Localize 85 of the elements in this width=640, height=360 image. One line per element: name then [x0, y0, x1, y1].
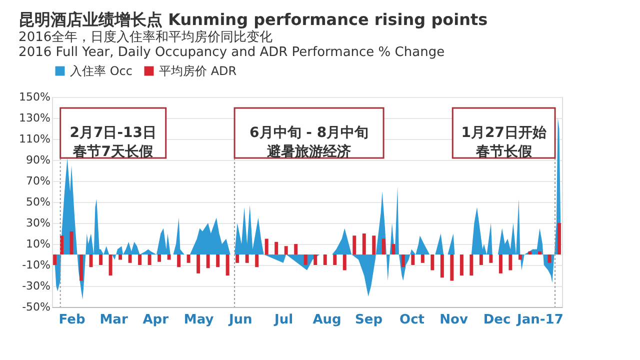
- bar: [70, 231, 74, 254]
- x-tick-label: Oct: [400, 312, 424, 328]
- bar: [420, 254, 424, 263]
- bar: [460, 254, 464, 276]
- text: 1月27日开始: [461, 125, 546, 141]
- y-tick-label: 150%: [19, 90, 50, 104]
- bar: [333, 254, 337, 265]
- bar: [518, 254, 522, 260]
- bar: [53, 254, 57, 265]
- bar: [528, 251, 532, 254]
- bar: [177, 254, 181, 268]
- bar: [450, 254, 454, 281]
- bar: [196, 254, 200, 274]
- bar: [352, 236, 356, 254]
- text: 2月7日-13日: [70, 125, 156, 141]
- legend-label: 入住率 Occ: [70, 64, 132, 78]
- text: 6月中旬 - 8月中旬: [250, 125, 369, 141]
- bar: [236, 254, 240, 263]
- bar: [557, 223, 561, 254]
- bar: [158, 254, 162, 262]
- y-tick-label: 30%: [26, 216, 50, 230]
- bar: [294, 244, 298, 254]
- bar: [274, 242, 278, 254]
- y-tick-label: -10%: [22, 258, 50, 272]
- bar: [382, 238, 386, 254]
- bar: [186, 254, 190, 263]
- bar: [411, 254, 415, 265]
- chart-subtitle: 2016全年，日度入住率和平均房价同比变化 2016 Full Year, Daily Occupancy and ADR Performance % Change: [18, 29, 445, 60]
- bar: [470, 254, 474, 276]
- x-tick-label: Jan-17: [516, 312, 564, 328]
- bar: [206, 254, 210, 268]
- bar: [80, 254, 84, 281]
- y-tick-label: 50%: [26, 196, 50, 208]
- bar: [216, 254, 220, 268]
- bar: [148, 254, 152, 265]
- bar: [226, 254, 230, 276]
- bar: [284, 246, 288, 254]
- text: 春节7天长假: [73, 144, 153, 160]
- x-tick-label: Aug: [312, 312, 342, 328]
- bar: [401, 254, 405, 268]
- x-tick-label: Feb: [58, 312, 86, 328]
- x-tick-label: Apr: [142, 312, 170, 328]
- x-tick-label: Jun: [228, 312, 252, 328]
- bar: [508, 254, 512, 270]
- bar: [108, 254, 112, 276]
- bar: [138, 254, 142, 265]
- bar: [314, 254, 318, 265]
- x-tick-label: May: [184, 312, 214, 328]
- y-tick-label: -50%: [22, 300, 50, 314]
- bar: [167, 254, 171, 260]
- bar: [430, 254, 434, 270]
- y-tick-label: -30%: [22, 280, 50, 292]
- bar: [264, 238, 268, 254]
- x-tick-label: Jul: [274, 312, 294, 328]
- chart-title: 昆明酒店业绩增长点 Kunming performance rising points: [18, 10, 488, 29]
- bar: [440, 254, 444, 278]
- bar: [372, 236, 376, 254]
- bar: [479, 254, 483, 265]
- bar: [538, 251, 542, 254]
- x-tick-label: Nov: [440, 312, 468, 328]
- bar: [392, 244, 396, 254]
- legend-label: 平均房价 ADR: [159, 64, 237, 78]
- bar: [342, 254, 346, 270]
- bar: [489, 254, 493, 263]
- bar: [323, 254, 327, 265]
- bar: [498, 254, 502, 274]
- y-tick-label: 70%: [26, 174, 50, 188]
- y-tick-label: 130%: [19, 112, 50, 124]
- bar: [99, 254, 103, 265]
- text: 春节长假: [476, 144, 532, 160]
- bar: [118, 254, 122, 260]
- y-tick-label: 90%: [26, 154, 50, 166]
- x-tick-label: Mar: [100, 312, 128, 328]
- x-tick-label: Dec: [483, 312, 511, 328]
- text: 避暑旅游经济: [267, 144, 352, 160]
- y-tick-label: 10%: [26, 238, 50, 250]
- bar: [304, 254, 308, 265]
- bar: [128, 254, 132, 263]
- bar: [548, 254, 552, 263]
- bar: [89, 254, 93, 268]
- bar: [245, 254, 249, 263]
- bar: [362, 234, 366, 254]
- y-tick-label: 110%: [19, 132, 50, 146]
- bar: [255, 254, 259, 268]
- x-tick-label: Sep: [355, 312, 383, 328]
